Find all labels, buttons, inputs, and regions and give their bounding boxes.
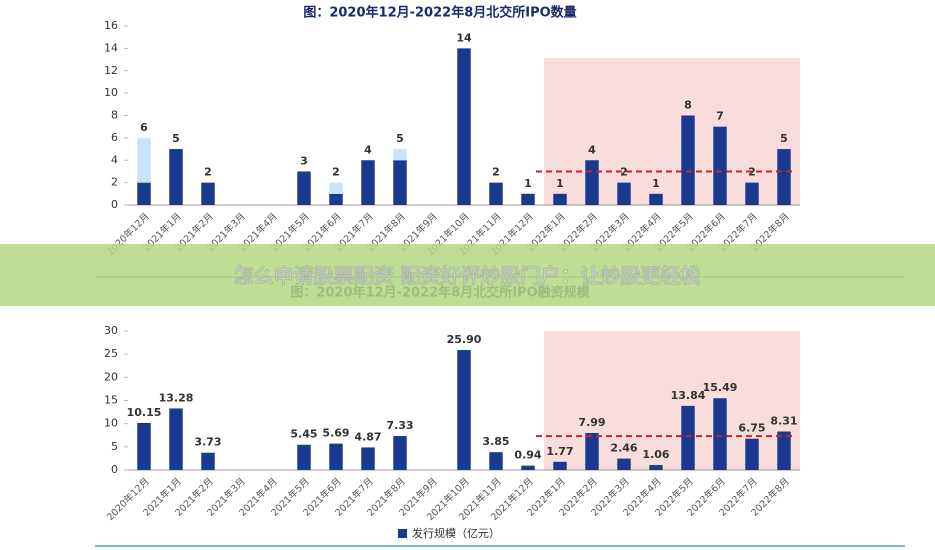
banner-text: 怎么申请股票配资 配资好评炒股门户：让炒股更轻松 <box>234 264 701 288</box>
legend-label: 发行规模（亿元） <box>412 526 500 540</box>
y-tick-label: 2 <box>111 176 118 189</box>
bar <box>297 444 311 470</box>
bar <box>137 182 151 205</box>
y-tick-label: 10 <box>104 86 118 99</box>
data-label: 5.45 <box>290 428 317 441</box>
bar <box>521 465 535 470</box>
bar <box>713 398 727 470</box>
data-label: 1.06 <box>642 448 669 461</box>
data-label: 1.77 <box>546 445 573 458</box>
data-label: 4.87 <box>354 430 381 443</box>
data-label: 1 <box>652 177 660 190</box>
bar <box>745 438 759 470</box>
bar <box>553 193 567 205</box>
data-label: 13.28 <box>159 391 194 404</box>
y-tick-label: 30 <box>104 324 118 337</box>
data-label: 3 <box>300 154 308 167</box>
chart-title: 图：2020年12月-2022年8月北交所IPO数量 <box>303 5 576 21</box>
data-label: 6.75 <box>738 422 765 435</box>
bar <box>329 443 343 470</box>
bar <box>169 408 183 470</box>
bar <box>649 193 663 205</box>
data-label: 14 <box>456 31 472 44</box>
data-label: 1 <box>556 177 564 190</box>
bar <box>137 137 151 183</box>
y-tick-label: 12 <box>104 64 118 77</box>
y-tick-label: 8 <box>111 109 118 122</box>
data-label: 10.15 <box>127 406 162 419</box>
y-tick-label: 0 <box>111 463 118 476</box>
bar <box>649 465 663 470</box>
data-label: 3.73 <box>194 436 221 449</box>
data-label: 5.69 <box>322 427 349 440</box>
bar <box>617 182 631 205</box>
data-label: 13.84 <box>671 389 706 402</box>
bar <box>297 171 311 205</box>
data-label: 6 <box>140 121 148 134</box>
data-label: 7.33 <box>386 419 413 432</box>
legend-swatch <box>398 529 407 538</box>
data-label: 2 <box>620 166 628 179</box>
data-label: 8.31 <box>770 414 797 427</box>
bar <box>617 458 631 470</box>
bar <box>745 182 759 205</box>
bar <box>169 149 183 205</box>
data-label: 4 <box>588 143 596 156</box>
bar <box>201 452 215 470</box>
bar <box>553 461 567 470</box>
y-tick-label: 14 <box>104 41 118 54</box>
bar <box>393 149 407 161</box>
data-label: 25.90 <box>447 333 482 346</box>
bar <box>777 149 791 205</box>
x-tick-label: 2020年12月 <box>104 475 152 523</box>
data-label: 0.94 <box>514 449 541 462</box>
data-label: 5 <box>396 132 404 145</box>
y-tick-label: 20 <box>104 370 118 383</box>
data-label: 8 <box>684 99 692 112</box>
data-label: 2.46 <box>610 442 637 455</box>
bar <box>457 349 471 470</box>
data-label: 4 <box>364 143 372 156</box>
bar <box>777 431 791 470</box>
bar <box>457 48 471 205</box>
bar <box>137 422 151 470</box>
data-label: 15.49 <box>703 381 738 394</box>
bar <box>585 160 599 205</box>
y-tick-label: 5 <box>111 440 118 453</box>
bar <box>201 182 215 205</box>
bar <box>521 193 535 205</box>
y-tick-label: 0 <box>111 198 118 211</box>
bar <box>361 160 375 205</box>
bar <box>329 182 343 194</box>
y-tick-label: 6 <box>111 131 118 144</box>
bar <box>681 405 695 470</box>
bar <box>329 193 343 205</box>
data-label: 2 <box>204 166 212 179</box>
bar <box>393 436 407 470</box>
data-label: 2 <box>492 166 500 179</box>
banner-band <box>0 244 935 306</box>
bar <box>361 447 375 470</box>
y-tick-label: 15 <box>104 394 118 407</box>
y-tick-label: 4 <box>111 153 118 166</box>
y-tick-label: 16 <box>104 19 118 32</box>
data-label: 3.85 <box>482 435 509 448</box>
bar <box>713 126 727 205</box>
data-label: 7 <box>716 110 724 123</box>
bar <box>489 182 503 205</box>
bar <box>393 160 407 205</box>
data-label: 7.99 <box>578 416 605 429</box>
bar <box>585 432 599 470</box>
data-label: 5 <box>780 132 788 145</box>
highlight-region <box>544 58 800 205</box>
bar <box>681 115 695 205</box>
data-label: 1 <box>524 177 532 190</box>
data-label: 2 <box>332 166 340 179</box>
data-label: 5 <box>172 132 180 145</box>
y-tick-label: 25 <box>104 347 118 360</box>
y-tick-label: 10 <box>104 417 118 430</box>
bar <box>489 452 503 470</box>
